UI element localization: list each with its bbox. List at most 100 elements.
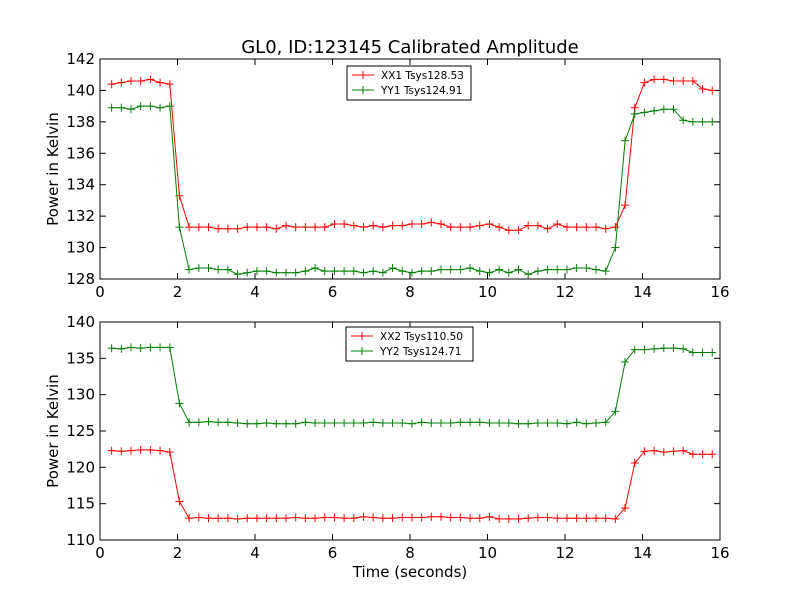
bottom-data-point [437, 512, 445, 521]
top-data-point [553, 265, 562, 274]
top-data-point [679, 77, 688, 85]
bottom-data-point [446, 419, 455, 428]
bottom-y-tick-label: 140 [66, 313, 95, 331]
bottom-y-tick-label: 120 [66, 458, 95, 476]
bottom-data-point [456, 513, 465, 522]
top-series-yy [107, 102, 717, 279]
top-data-point [272, 268, 281, 277]
bottom-data-point [427, 512, 436, 521]
bottom-data-point [146, 343, 155, 352]
top-data-point [388, 264, 397, 272]
top-data-point [117, 103, 126, 112]
top-data-point [437, 265, 445, 274]
bottom-data-point [679, 344, 688, 353]
top-data-point [311, 223, 320, 232]
top-data-point [156, 78, 165, 87]
bottom-data-point [320, 513, 329, 522]
bottom-data-point [262, 514, 271, 523]
top-data-point [669, 77, 678, 85]
top-data-point [621, 201, 630, 210]
bottom-x-tick-label: 14 [633, 544, 652, 562]
top-data-point [223, 224, 232, 233]
bottom-data-point [417, 418, 426, 427]
top-data-point [659, 75, 668, 84]
top-y-tick-label: 136 [66, 144, 95, 162]
top-y-tick-label: 130 [66, 239, 95, 257]
top-data-point [301, 223, 310, 232]
top-data-point [495, 223, 504, 232]
top-y-tick-label: 140 [66, 81, 95, 99]
bottom-data-point [437, 419, 445, 428]
top-data-point [291, 268, 300, 277]
top-data-point [146, 75, 155, 84]
bottom-data-point [630, 458, 639, 467]
top-data-point [107, 80, 116, 89]
top-data-point [592, 265, 600, 274]
top-data-point [272, 224, 281, 233]
top-data-point [650, 75, 659, 84]
top-data-point [611, 223, 620, 232]
top-data-point [127, 77, 135, 85]
bottom-data-point [466, 514, 475, 523]
bottom-legend-box [345, 326, 474, 362]
top-y-tick-label: 142 [66, 50, 95, 68]
bottom-data-point [650, 344, 659, 353]
top-data-point [475, 221, 484, 230]
bottom-data-point [533, 419, 542, 428]
bottom-data-point [621, 357, 630, 366]
bottom-x-tick-label: 6 [328, 544, 338, 562]
bottom-data-point [107, 446, 116, 455]
bottom-data-point [117, 344, 126, 353]
bottom-legend-label: YY2 Tsys124.71 [379, 346, 461, 358]
bottom-data-point [156, 446, 165, 455]
top-data-point [553, 220, 562, 228]
bottom-data-point [407, 513, 416, 522]
top-data-point [349, 221, 358, 230]
bottom-data-point [524, 514, 533, 523]
bottom-data-point [127, 343, 135, 352]
bottom-data-point [378, 514, 387, 523]
top-legend-label: YY1 Tsys124.91 [380, 85, 462, 97]
bottom-series-yy [107, 343, 717, 428]
bottom-data-point [582, 419, 591, 428]
top-legend-box [346, 65, 472, 101]
top-data-point [708, 117, 717, 126]
bottom-data-point [175, 399, 184, 408]
bottom-y-tick-label: 115 [66, 495, 95, 513]
bottom-data-point [572, 514, 581, 523]
top-data-point [127, 105, 135, 114]
top-data-point [301, 267, 310, 276]
bottom-data-point [630, 345, 639, 354]
bottom-data-point [398, 513, 407, 522]
top-data-point [640, 78, 649, 87]
top-data-point [330, 267, 339, 276]
bottom-data-point [340, 419, 349, 428]
bottom-data-point [475, 418, 484, 427]
top-data-point [378, 223, 387, 232]
bottom-data-point [311, 514, 320, 523]
top-data-point [659, 105, 668, 114]
bottom-data-point [214, 514, 223, 523]
top-data-point [107, 103, 116, 112]
top-data-point [562, 265, 571, 274]
bottom-data-point [601, 514, 610, 523]
bottom-data-point [252, 514, 261, 523]
bottom-data-point [708, 450, 717, 459]
top-data-point [204, 223, 213, 232]
top-data-point [533, 221, 542, 230]
top-x-tick-label: 4 [250, 283, 260, 301]
top-data-point [398, 221, 407, 230]
top-data-point [243, 223, 252, 232]
top-data-point [407, 220, 416, 228]
bottom-data-point [553, 514, 562, 523]
bottom-y-tick-label: 125 [66, 422, 95, 440]
bottom-data-point [223, 514, 232, 523]
top-data-point [378, 268, 387, 277]
bottom-y-tick-label: 130 [66, 386, 95, 404]
bottom-data-point [146, 445, 155, 454]
top-data-point [252, 223, 261, 232]
top-data-point [456, 223, 465, 232]
bottom-data-point [446, 513, 455, 522]
bottom-data-point [407, 419, 416, 428]
bottom-data-point [698, 348, 707, 357]
